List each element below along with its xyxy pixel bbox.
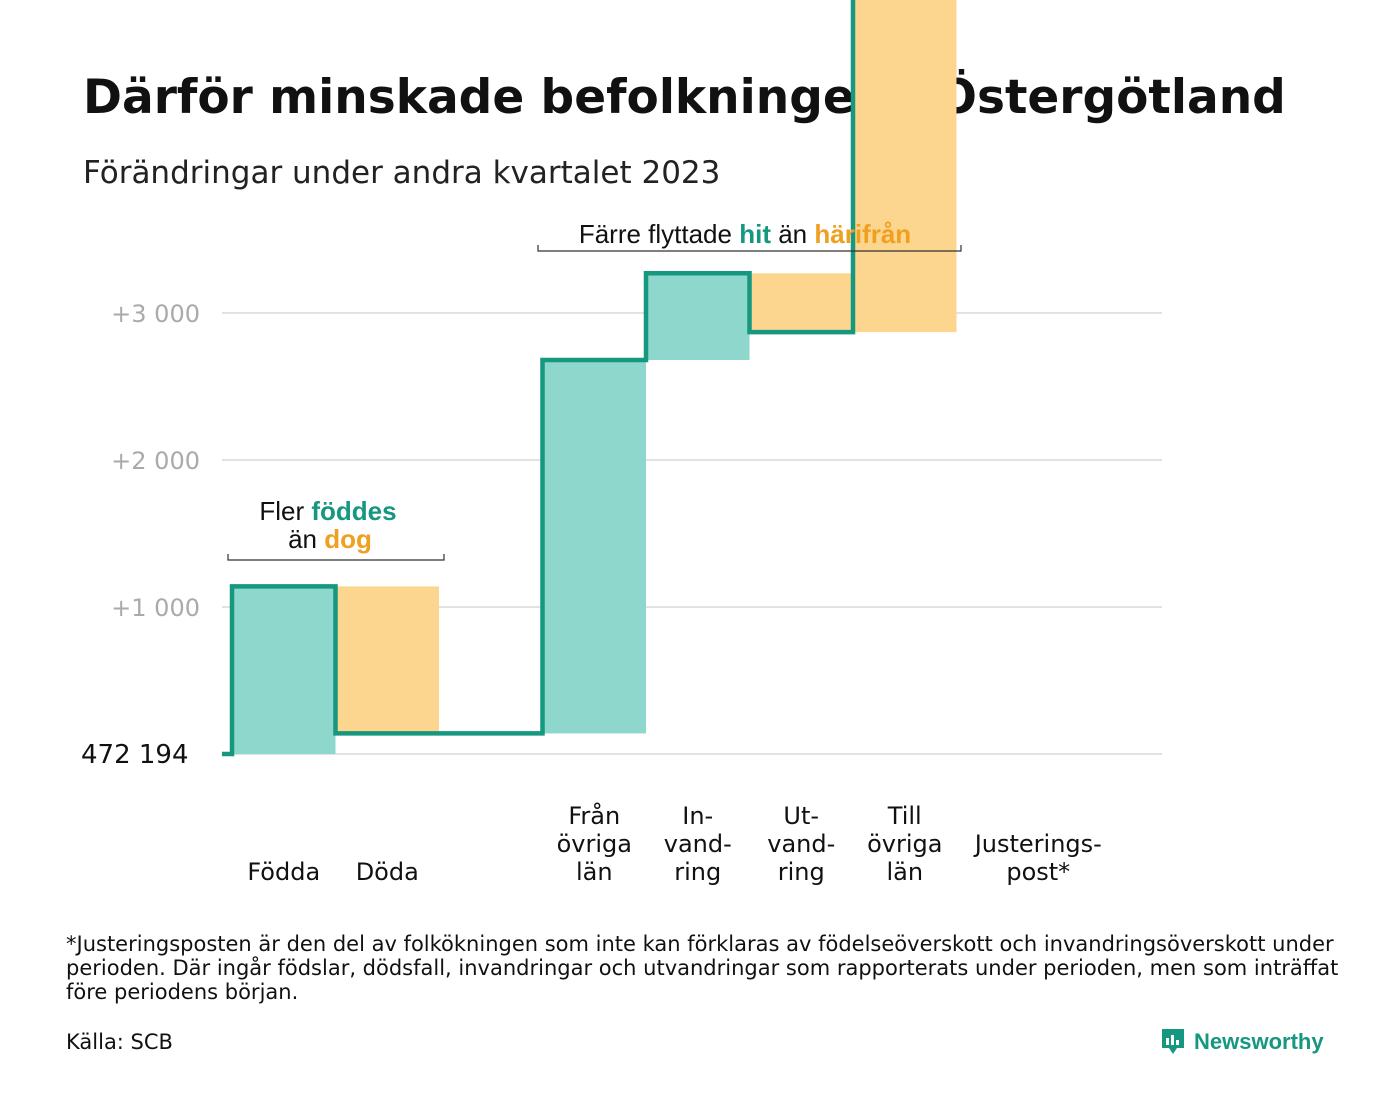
category-label: län bbox=[886, 858, 923, 886]
start-value-label: 472 194 bbox=[81, 740, 189, 770]
category-label: post* bbox=[1006, 858, 1070, 886]
chart-title: Därför minskade befolkningen i Östergötl… bbox=[83, 70, 1286, 125]
category-label: Justerings- bbox=[973, 830, 1102, 858]
brand: Newsworthy bbox=[1160, 1026, 1324, 1058]
category-label: vand- bbox=[767, 830, 835, 858]
category-label: Ut- bbox=[783, 802, 819, 830]
category-label: vand- bbox=[664, 830, 732, 858]
category-label: län bbox=[576, 858, 613, 886]
annotation-bracket bbox=[537, 245, 962, 252]
category-label: Döda bbox=[356, 858, 419, 886]
waterfall-bar bbox=[749, 273, 853, 333]
category-label: Födda bbox=[247, 858, 320, 886]
waterfall-bar bbox=[542, 360, 646, 734]
annotation-migration: Färre flyttade hit än härifrån bbox=[579, 219, 911, 249]
y-tick-label: +3 000 bbox=[111, 300, 200, 328]
brand-name: Newsworthy bbox=[1194, 1029, 1324, 1054]
category-label: Till bbox=[887, 802, 922, 830]
y-tick-label: +2 000 bbox=[111, 447, 200, 475]
newsworthy-logo-icon bbox=[1162, 1029, 1184, 1054]
category-label: Från bbox=[568, 801, 620, 830]
cumulative-step-line bbox=[222, 0, 856, 757]
category-label: övriga bbox=[557, 830, 632, 858]
waterfall-bar bbox=[646, 273, 750, 361]
category-label: ring bbox=[674, 858, 721, 886]
footnote: *Justeringsposten är den del av folkökni… bbox=[66, 932, 1339, 1004]
category-label: övriga bbox=[867, 830, 942, 858]
waterfall-bar bbox=[232, 586, 336, 754]
category-label: ring bbox=[778, 858, 825, 886]
chart-subtitle: Förändringar under andra kvartalet 2023 bbox=[83, 155, 721, 191]
y-tick-label: +1 000 bbox=[111, 594, 200, 622]
source-note: Källa: SCB bbox=[66, 1030, 173, 1054]
category-label: In- bbox=[682, 802, 713, 830]
annotation-births-line1: Fler föddes bbox=[259, 496, 396, 526]
waterfall-bar bbox=[335, 586, 439, 734]
annotation-births-line2: än dog bbox=[288, 524, 372, 554]
annotation-bracket bbox=[227, 554, 445, 561]
waterfall-bar bbox=[853, 0, 957, 333]
